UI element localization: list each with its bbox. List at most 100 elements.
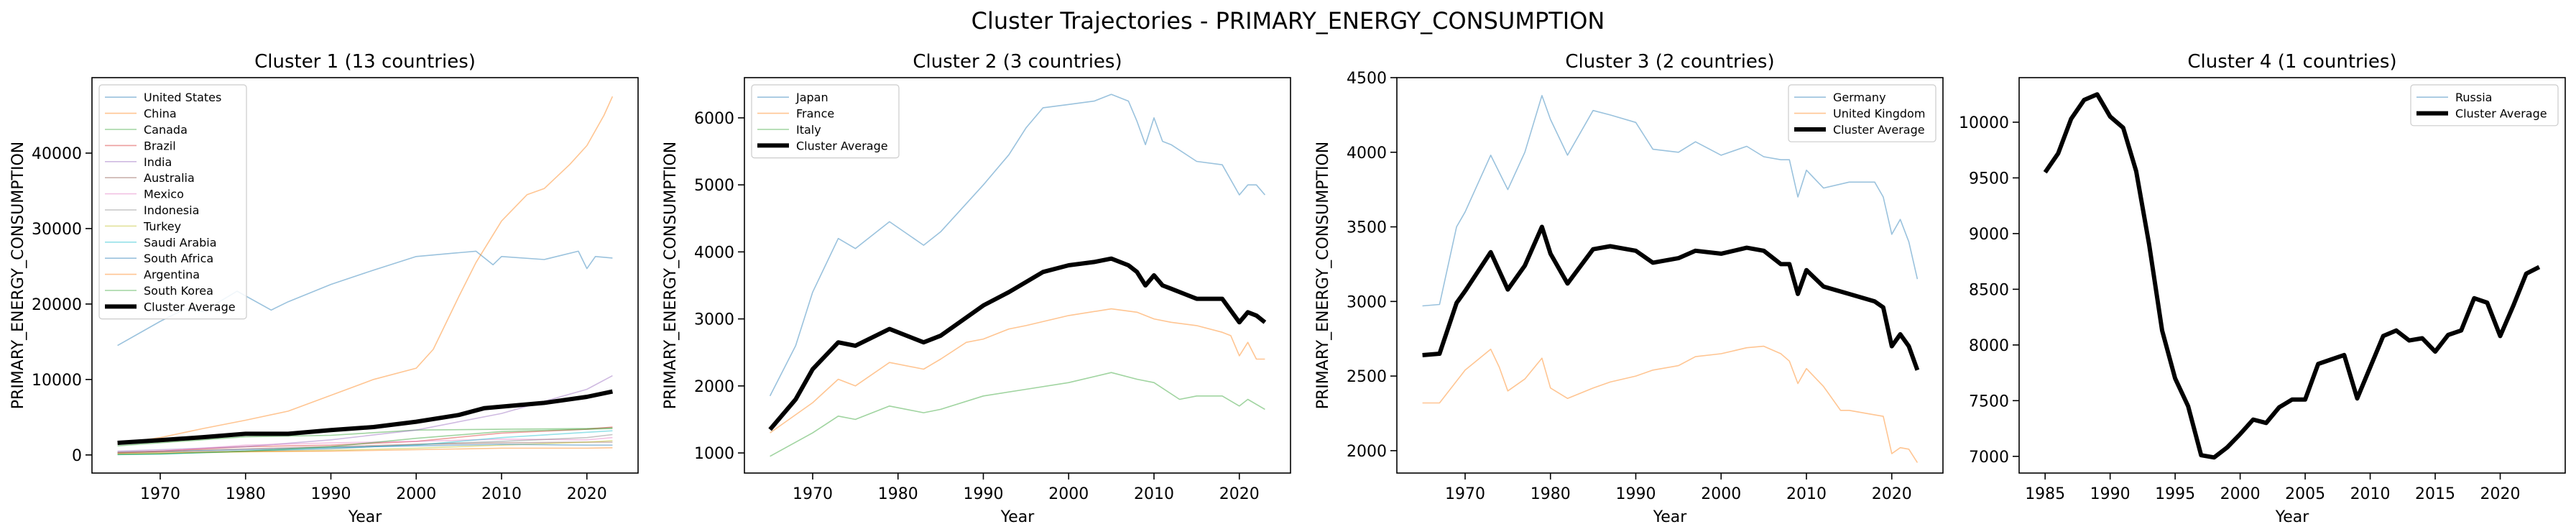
series-line-8 — [117, 440, 613, 454]
y-tick-label: 10000 — [1959, 114, 2009, 132]
y-tick-label: 10000 — [32, 372, 82, 390]
x-tick-label: 1990 — [964, 485, 1004, 503]
series-line-1 — [1422, 345, 1919, 463]
x-tick-label: 2010 — [481, 485, 522, 503]
x-tick-label: 1985 — [2025, 485, 2065, 503]
legend-label: Cluster Average — [2455, 107, 2547, 121]
x-tick-label: 1980 — [1531, 485, 1571, 503]
legend-label: Saudi Arabia — [144, 236, 217, 249]
figure-title: Cluster Trajectories - PRIMARY_ENERGY_CO… — [971, 7, 1605, 35]
y-tick-label: 3500 — [1347, 219, 1387, 237]
legend: United States China Canada Brazil India Austr… — [98, 84, 247, 320]
y-axis-label: PRIMARY_ENERGY_CONSUMPTION — [662, 142, 680, 409]
x-tick-label: 2020 — [2480, 485, 2521, 503]
x-tick-label: 2020 — [1219, 485, 1260, 503]
series-line-9 — [117, 430, 613, 456]
legend-label: India — [144, 155, 172, 169]
y-tick-label: 2000 — [1347, 443, 1387, 461]
legend-label: Japan — [795, 91, 828, 104]
x-axis-label: Year — [348, 508, 383, 526]
y-tick-label: 9000 — [1969, 226, 2009, 244]
series-lines — [768, 93, 1267, 457]
series-lines — [1422, 95, 1920, 463]
series-line-7 — [117, 434, 613, 455]
y-tick-label: 4000 — [1347, 145, 1387, 162]
legend: Japan France Italy Cluster Average — [751, 84, 900, 159]
series-line-2 — [117, 427, 613, 446]
x-tick-label: 2000 — [1048, 485, 1089, 503]
chart-title: Cluster 1 (13 countries) — [254, 51, 476, 73]
y-tick-label: 1000 — [694, 445, 734, 463]
series-line-1 — [2043, 92, 2541, 460]
legend-label: France — [796, 107, 834, 121]
y-tick-label: 2500 — [1347, 368, 1387, 386]
axes-frame — [744, 77, 1291, 474]
legend-label: Cluster Average — [1833, 123, 1925, 137]
legend-box — [98, 84, 247, 320]
y-tick-label: 0 — [72, 447, 82, 465]
chart-title: Cluster 2 (3 countries) — [913, 51, 1122, 73]
x-axis-label: Year — [1653, 508, 1688, 526]
x-tick-label: 1970 — [793, 485, 833, 503]
legend-label: Australia — [144, 171, 195, 185]
series-line-10 — [117, 444, 613, 454]
series-line-3 — [117, 426, 613, 454]
series-line-6 — [117, 436, 613, 454]
legend-label: Russia — [2455, 91, 2492, 104]
series-lines — [2043, 92, 2541, 460]
legend-label: Cluster Average — [796, 139, 888, 152]
x-axis-label: Year — [2275, 508, 2310, 526]
x-tick-label: 2010 — [1786, 485, 1827, 503]
y-tick-label: 3000 — [1347, 293, 1387, 311]
x-tick-label: 1990 — [2090, 485, 2130, 503]
series-line-12 — [117, 428, 613, 456]
y-tick-label: 5000 — [694, 177, 734, 195]
series-lines — [117, 96, 614, 456]
series-line-11 — [117, 447, 613, 454]
legend-label: Indonesia — [144, 203, 199, 217]
legend-label: Turkey — [143, 219, 181, 233]
x-tick-label: 1980 — [226, 485, 266, 503]
legend-label: Brazil — [144, 139, 176, 152]
legend-label: South Korea — [144, 284, 213, 298]
series-line-0 — [769, 93, 1266, 397]
x-tick-label: 1995 — [2155, 485, 2195, 503]
legend-label: Cluster Average — [144, 300, 236, 313]
x-tick-label: 2000 — [396, 485, 436, 503]
y-tick-label: 7000 — [1969, 449, 2009, 467]
series-line-0 — [1422, 95, 1919, 307]
legend-label: United States — [144, 91, 221, 104]
y-tick-label: 6000 — [694, 110, 734, 128]
x-tick-label: 1990 — [311, 485, 351, 503]
chart-title: Cluster 3 (2 countries) — [1565, 51, 1774, 73]
legend-box — [751, 84, 900, 159]
y-tick-label: 7500 — [1969, 393, 2009, 411]
series-line-1 — [770, 308, 1265, 434]
legend-label: Italy — [796, 123, 821, 137]
y-tick-label: 4000 — [694, 244, 734, 262]
y-tick-label: 8000 — [1969, 337, 2009, 355]
series-line-5 — [117, 441, 613, 453]
series-line-3 — [768, 256, 1267, 431]
series-line-4 — [117, 375, 613, 452]
x-tick-label: 1990 — [1616, 485, 1656, 503]
axes-frame — [91, 77, 639, 474]
legend-label: Canada — [144, 123, 188, 137]
x-tick-label: 1970 — [140, 485, 180, 503]
y-tick-label: 2000 — [694, 378, 734, 396]
y-tick-label: 3000 — [694, 311, 734, 329]
legend: Germany United Kingdom Cluster Average — [1788, 84, 1936, 142]
x-tick-label: 2000 — [2220, 485, 2261, 503]
y-tick-label: 30000 — [32, 221, 82, 239]
x-tick-label: 2010 — [1134, 485, 1174, 503]
legend-label: Argentina — [144, 268, 200, 282]
x-tick-label: 2005 — [2285, 485, 2325, 503]
series-line-0 — [2044, 93, 2540, 459]
x-axis-label: Year — [1000, 508, 1035, 526]
legend-label: South Africa — [144, 252, 213, 265]
chart-title: Cluster 4 (1 countries) — [2187, 51, 2396, 73]
